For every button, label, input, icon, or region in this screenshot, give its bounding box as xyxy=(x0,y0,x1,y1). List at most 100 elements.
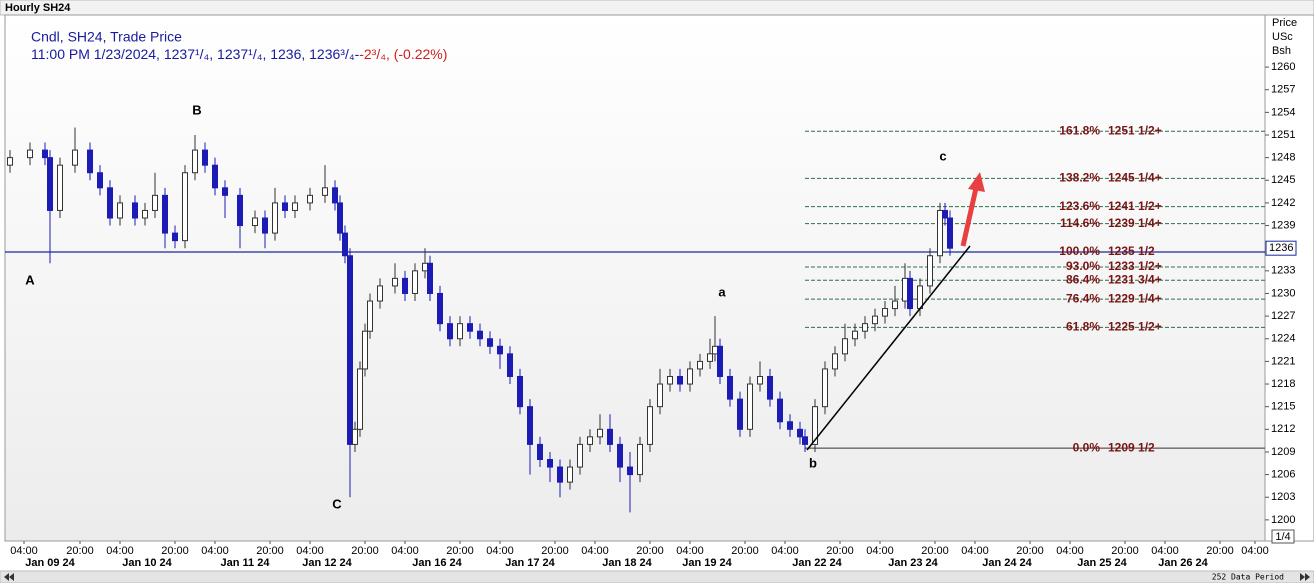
candle-body xyxy=(587,436,593,445)
candle-body xyxy=(237,194,243,227)
x-tick-label: 20:00 xyxy=(1111,545,1139,557)
candle-body xyxy=(362,330,368,370)
fib-price: 1209 1/2 xyxy=(1108,440,1155,454)
candle-body xyxy=(882,308,888,317)
x-tick-label: 20:00 xyxy=(1016,545,1044,557)
x-tick-label: 04:00 xyxy=(1056,545,1084,557)
y-tick-label: 1239 xyxy=(1271,219,1295,231)
x-tick-label: 20:00 xyxy=(446,545,474,557)
legend-values: 11:00 PM 1/23/2024, 1237¹/₄, 1237¹/₄, 12… xyxy=(31,46,447,62)
candle-body xyxy=(87,149,93,174)
candle-body xyxy=(832,353,838,370)
y-tick-label: 1260 xyxy=(1271,61,1295,73)
fib-percent: 138.2% xyxy=(1059,171,1100,185)
candle-body xyxy=(667,375,673,385)
candle-body xyxy=(322,187,328,196)
fib-price: 1245 1/4+ xyxy=(1108,171,1162,185)
candle-body xyxy=(892,300,898,310)
y-tick-label: 1230 xyxy=(1271,287,1295,299)
candle-body xyxy=(172,232,178,242)
candle-body xyxy=(57,164,63,211)
data-period: 252 Data Period xyxy=(1212,573,1284,582)
date-tick-label: Jan 11 24 xyxy=(221,557,271,569)
candle-body xyxy=(712,345,718,355)
x-tick-label: 04:00 xyxy=(391,545,419,557)
candle-body xyxy=(942,209,948,219)
y-tick-label: 1215 xyxy=(1271,401,1295,413)
scroll-left[interactable] xyxy=(9,573,14,581)
candle-body xyxy=(677,375,683,385)
candle-body xyxy=(202,149,208,166)
candle-body xyxy=(737,398,743,430)
fib-percent: 61.8% xyxy=(1066,320,1100,334)
candle-body xyxy=(797,428,803,438)
candle-body xyxy=(547,458,553,468)
fib-percent: 76.4% xyxy=(1066,291,1100,305)
candle-body xyxy=(647,406,653,445)
x-tick-label: 04:00 xyxy=(771,545,799,557)
candle-body xyxy=(607,428,613,445)
candle-body xyxy=(627,466,633,476)
candle-body xyxy=(307,194,313,204)
candle-body xyxy=(557,466,563,483)
fib-percent: 0.0% xyxy=(1073,440,1101,454)
y-tick-label: 1212 xyxy=(1271,423,1295,435)
candle-body xyxy=(517,375,523,408)
y-tick-label: 1206 xyxy=(1271,468,1295,480)
candle-body xyxy=(27,149,33,159)
page-indicator: 1/4 xyxy=(1275,531,1290,543)
candle-body xyxy=(567,466,573,483)
candle-body xyxy=(447,323,453,340)
x-tick-label: 04:00 xyxy=(486,545,514,557)
candle-body xyxy=(822,368,828,408)
candle-body xyxy=(687,368,693,385)
candle-body xyxy=(777,398,783,423)
x-tick-label: 20:00 xyxy=(1206,545,1234,557)
x-tick-label: 04:00 xyxy=(201,545,229,557)
candle-body xyxy=(107,187,113,219)
candle-body xyxy=(7,157,13,166)
y-tick-label: 1257 xyxy=(1271,84,1295,96)
candle-body xyxy=(132,202,138,219)
y-tick-label: 1224 xyxy=(1271,333,1295,345)
y-tick-label: 1218 xyxy=(1271,378,1295,390)
fib-percent: 161.8% xyxy=(1059,123,1100,137)
candle-body xyxy=(182,172,188,242)
scroll-right[interactable] xyxy=(1305,573,1310,581)
y-tick-label: 1233 xyxy=(1271,265,1295,277)
scroll-bar[interactable] xyxy=(0,570,1314,583)
x-tick-label: 20:00 xyxy=(256,545,284,557)
candle-body xyxy=(162,194,168,234)
date-tick-label: Jan 19 24 xyxy=(682,557,732,569)
candle-body xyxy=(527,406,533,445)
date-tick-label: Jan 25 24 xyxy=(1077,557,1127,569)
y-tick-label: 1221 xyxy=(1271,355,1295,367)
candle-body xyxy=(707,353,713,362)
candle-body xyxy=(367,300,373,332)
fib-price: 1241 1/2+ xyxy=(1108,199,1162,213)
scroll-right[interactable] xyxy=(1300,573,1305,581)
x-tick-label: 20:00 xyxy=(731,545,759,557)
y-tick-label: 1248 xyxy=(1271,152,1295,164)
candle-body xyxy=(842,338,848,355)
fib-price: 1239 1/4+ xyxy=(1108,216,1162,230)
date-tick-label: Jan 09 24 xyxy=(25,557,75,569)
candle-body xyxy=(617,443,623,468)
candle-body xyxy=(787,421,793,430)
x-tick-label: 20:00 xyxy=(636,545,664,557)
candle-body xyxy=(927,255,933,287)
arrow-head xyxy=(968,172,985,192)
candle-body xyxy=(412,270,418,294)
candle-body xyxy=(262,217,268,234)
candle-body xyxy=(597,428,603,438)
x-tick-label: 04:00 xyxy=(106,545,134,557)
axis-title: Bsh xyxy=(1272,45,1291,57)
candle-body xyxy=(337,202,343,234)
page-box[interactable] xyxy=(1271,529,1295,544)
change-text: -2³/₄, (-0.22%) xyxy=(359,46,447,62)
x-tick-label: 20:00 xyxy=(66,545,94,557)
wave-label: C xyxy=(332,496,342,511)
legend-title: Cndl, SH24, Trade Price xyxy=(31,29,182,45)
scroll-left[interactable] xyxy=(4,573,9,581)
candle-body xyxy=(152,194,158,211)
